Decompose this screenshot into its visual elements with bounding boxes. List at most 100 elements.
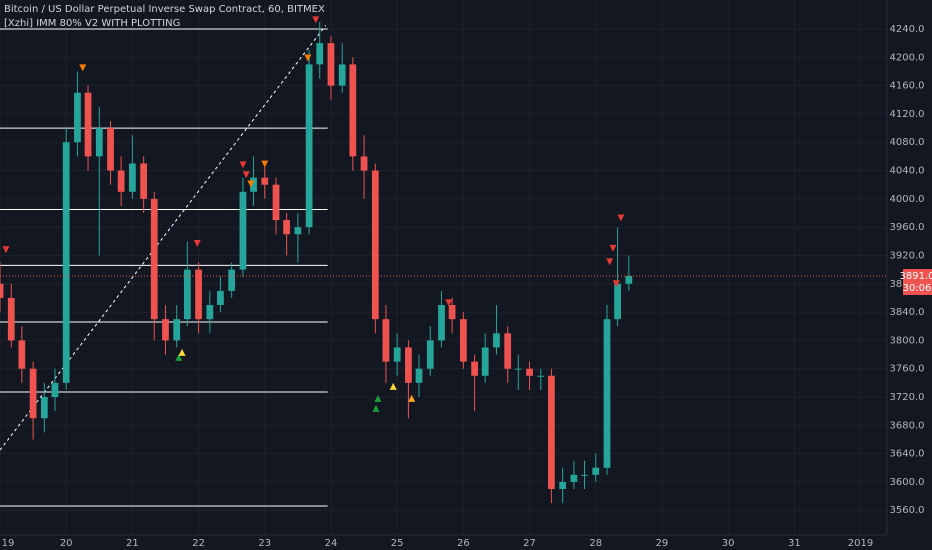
x-tick-label: 20 [60,538,73,549]
signal-marker [79,64,87,72]
candle-body [84,92,92,157]
signal-marker [617,214,625,222]
y-tick-label: 4200.0 [890,52,925,63]
chart-title: Bitcoin / US Dollar Perpetual Inverse Sw… [4,4,325,15]
y-tick-label: 3760.0 [890,364,925,375]
signal-marker [389,382,397,390]
y-tick-label: 4240.0 [890,24,925,35]
signal-marker [242,171,250,179]
y-tick-label: 3680.0 [890,420,925,431]
candle-body [559,481,567,490]
signal-marker [261,160,269,168]
y-tick-label: 3560.0 [890,505,925,516]
candle-body [272,184,280,221]
candle-body [393,347,401,362]
x-tick-label: 25 [391,538,404,549]
candle-body [338,64,346,86]
candle-body [493,333,500,348]
candle-body [95,128,103,157]
candle-body [294,227,302,235]
candle-body [162,319,169,341]
candle-body [0,283,4,298]
x-tick-label: 21 [126,538,139,549]
signal-marker [2,246,10,254]
signal-marker [606,258,614,266]
candle-body [625,275,633,284]
signal-marker [193,239,201,247]
y-tick-label: 3720.0 [890,392,925,403]
signal-marker [612,280,620,288]
candle-body [349,64,357,157]
x-tick-label: 23 [258,538,271,549]
candle-body [448,305,456,320]
candle-body [327,43,335,86]
candle-body [40,397,48,419]
candle-body [405,347,412,383]
candle-body [7,297,15,341]
candle-body [371,170,379,320]
candle-body [18,340,26,369]
candle-body [107,128,114,171]
candle-body [206,305,214,320]
signal-marker [374,394,382,402]
candle-body [537,375,545,377]
candle-body [481,347,489,376]
candle-body [29,368,37,419]
x-tick-label: 27 [523,538,536,549]
candle-body [217,290,224,306]
candle-body [117,170,125,192]
signal-marker [312,16,320,24]
candle-body [592,467,600,475]
last-price-box [903,268,932,295]
candle-body [360,156,368,171]
x-tick-label: 28 [589,538,602,549]
candle-body [239,191,247,270]
signal-marker [175,353,183,361]
y-tick-label: 3920.0 [890,250,925,261]
candle-body [504,333,512,369]
candle-body [438,305,445,341]
y-tick-label: 3960.0 [890,222,925,233]
candle-body [305,64,313,228]
y-tick-label: 3840.0 [890,307,925,318]
x-tick-label: 22 [192,538,205,549]
candle-body [426,340,434,369]
indicator-name: [Xzhi] IMM 80% V2 WITH PLOTTING [4,18,180,29]
signal-marker [445,299,453,307]
x-tick-label: 26 [457,538,470,549]
candle-body [316,43,324,65]
candle-body [471,361,478,376]
candle-body [261,177,269,185]
candle-body [74,92,81,143]
plot [0,16,887,507]
x-tick-label: 31 [788,538,801,549]
candle-body [51,382,59,398]
candle-body [173,319,181,341]
y-tick-label: 4080.0 [890,137,925,148]
candle-body [415,368,423,383]
candle-body [283,220,290,235]
candle-body [250,177,257,192]
y-tick-label: 3800.0 [890,335,925,346]
y-tick-label: 4000.0 [890,194,925,205]
candle-body [614,283,621,320]
signal-marker [372,404,380,412]
y-tick-label: 4120.0 [890,109,925,120]
y-tick-label: 4160.0 [890,81,925,92]
signal-marker [304,54,312,62]
candle-body [140,163,148,199]
y-tick-label: 4040.0 [890,166,925,177]
x-tick-label: 30 [722,538,735,549]
signal-marker [178,348,186,356]
candle-body [228,269,236,291]
x-tick-label: 2019 [848,538,873,549]
candle-body [195,269,202,320]
candle-body [548,375,555,490]
candle-body [129,163,136,192]
candle-body [581,474,588,476]
grid [0,0,887,535]
y-tick-label: 3640.0 [890,449,925,460]
signal-marker [239,161,247,169]
